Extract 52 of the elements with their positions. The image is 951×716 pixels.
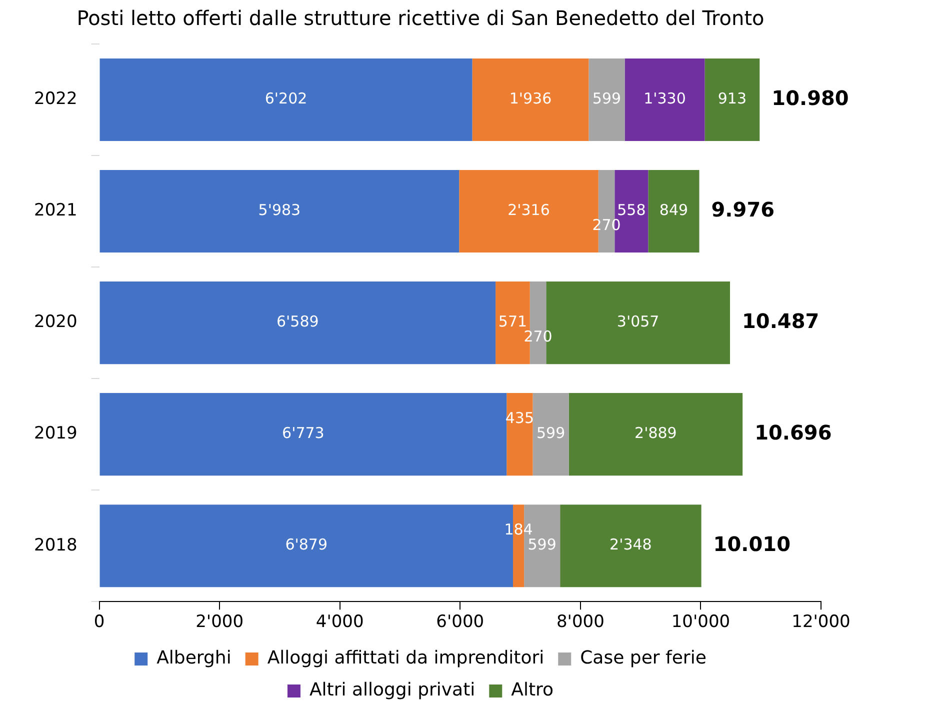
data-label: 6'202 [264,90,308,108]
bar [100,170,460,253]
total-label: 10.487 [742,309,820,334]
data-label: 571 [498,312,528,331]
data-label: 599 [592,90,622,108]
chart-title: Posti letto offerti dalle strutture ricettive di San Benedetto del Tronto [76,6,764,30]
bar [648,170,700,253]
x-tick-label: 6'000 [436,612,484,632]
data-label: 6'773 [282,424,324,442]
bar [560,504,702,588]
x-tick-label: 2'000 [196,612,244,632]
x-tick-label: 10'000 [671,612,730,632]
y-tick-label: 2020 [34,312,78,332]
x-tick-label: 8'000 [556,612,604,632]
data-label: 849 [659,201,688,220]
data-label: 558 [617,201,646,220]
legend-label: Alloggi affittati da imprenditori [267,648,544,669]
y-tick-label: 2018 [34,535,78,556]
data-label: 1'936 [509,90,552,108]
data-label: 2'316 [508,201,550,220]
data-label: 1'330 [644,90,686,108]
total-label: 10.010 [713,532,790,556]
y-tick-label: 2021 [34,200,78,221]
x-tick-label: 4'000 [316,612,364,632]
bar [100,393,507,476]
data-label: 6'589 [276,312,319,331]
x-tick-label: 12'000 [792,612,850,632]
bar [588,58,625,142]
total-label: 10.980 [772,86,849,110]
legend-label: Case per ferie [580,648,706,669]
bar [568,393,743,476]
bar [472,58,589,142]
data-label: 6'879 [285,536,328,554]
total-label: 9.976 [711,197,775,222]
data-label: 913 [718,90,747,108]
data-label: 2'889 [634,424,677,442]
y-tick-label: 2022 [34,89,78,110]
legend-label: Altro [511,680,554,701]
legend-label: Alberghi [156,648,232,669]
bar [624,58,705,142]
bar [100,58,472,142]
data-label: 2'348 [610,536,652,554]
y-tick-label: 2019 [34,424,78,444]
bar [532,393,569,476]
bar [100,282,496,364]
total-label: 10.696 [754,420,832,445]
data-label: 599 [536,424,566,442]
data-label: 5'983 [258,201,301,220]
bar [704,58,760,142]
legend-label: Altri alloggi privati [309,680,476,701]
x-tick-label: 0 [94,612,105,632]
data-label: 3'057 [616,312,660,331]
